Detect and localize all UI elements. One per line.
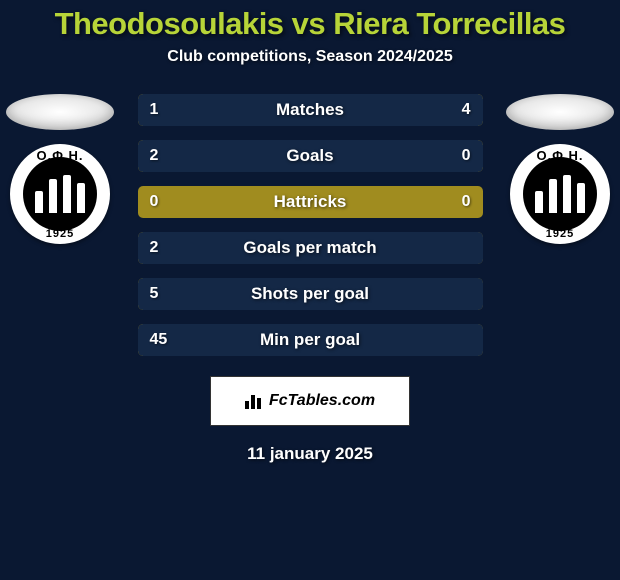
stat-label: Goals per match [138, 238, 483, 258]
brand-badge: FcTables.com [210, 376, 410, 426]
stat-value-right: 0 [462, 193, 471, 211]
stat-value-right: 0 [462, 147, 471, 165]
page-title: Theodosoulakis vs Riera Torrecillas [0, 6, 620, 42]
badge-inner-icon [23, 157, 97, 231]
club-badge-right: Ο.Φ.Η. 1925 [510, 144, 610, 244]
stat-row: 2Goals0 [138, 140, 483, 172]
player-right-column: Ο.Φ.Η. 1925 [500, 94, 620, 244]
brand-chart-icon [245, 393, 265, 409]
stat-label: Min per goal [138, 330, 483, 350]
stat-label: Shots per goal [138, 284, 483, 304]
stat-label: Matches [138, 100, 483, 120]
subtitle: Club competitions, Season 2024/2025 [0, 48, 620, 66]
date-text: 11 january 2025 [0, 444, 620, 464]
stat-row: 2Goals per match [138, 232, 483, 264]
brand-text: FcTables.com [269, 392, 375, 410]
club-badge-left: Ο.Φ.Η. 1925 [10, 144, 110, 244]
stat-label: Hattricks [138, 192, 483, 212]
badge-year: 1925 [46, 228, 74, 240]
badge-year: 1925 [546, 228, 574, 240]
comparison-card: Theodosoulakis vs Riera Torrecillas Club… [0, 0, 620, 464]
stat-value-right: 4 [462, 101, 471, 119]
stat-label: Goals [138, 146, 483, 166]
stats-list: 1Matches42Goals00Hattricks02Goals per ma… [138, 94, 483, 356]
player-silhouette-icon [6, 94, 114, 130]
stat-row: 5Shots per goal [138, 278, 483, 310]
stat-row: 0Hattricks0 [138, 186, 483, 218]
stat-row: 45Min per goal [138, 324, 483, 356]
player-left-column: Ο.Φ.Η. 1925 [0, 94, 120, 244]
content-area: Ο.Φ.Η. 1925 Ο.Φ.Η. [0, 94, 620, 356]
badge-inner-icon [523, 157, 597, 231]
player-silhouette-icon [506, 94, 614, 130]
stat-row: 1Matches4 [138, 94, 483, 126]
